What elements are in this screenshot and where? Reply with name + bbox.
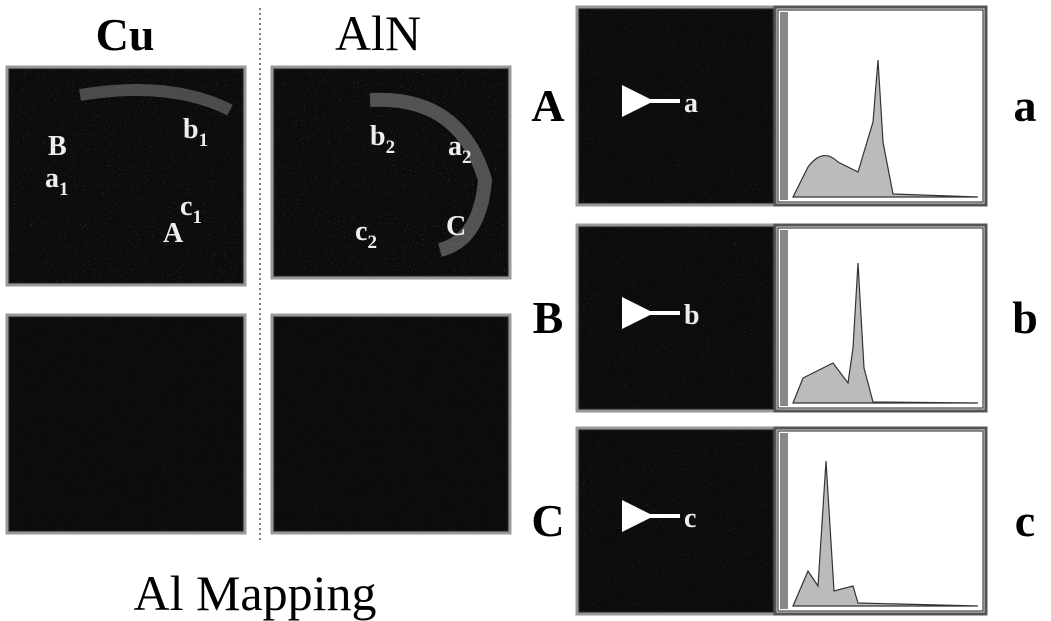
arrow-label: a xyxy=(684,88,698,119)
spectrum-label: a xyxy=(1014,80,1037,131)
label-subscript: 2 xyxy=(462,147,472,168)
label-letter: B xyxy=(48,131,67,162)
label-letter: c xyxy=(355,216,367,247)
row-label: A xyxy=(531,80,564,131)
label-letter: b xyxy=(183,114,199,145)
label-letter: b xyxy=(370,121,386,152)
label-letter: a xyxy=(448,131,462,162)
spectrum-edge xyxy=(780,12,788,200)
arrow-label: b xyxy=(684,300,700,331)
texture xyxy=(580,431,772,611)
label-subscript: 1 xyxy=(199,130,209,151)
label: C xyxy=(446,211,466,242)
row-label: C xyxy=(531,495,564,546)
label-subscript: 2 xyxy=(367,232,377,253)
texture xyxy=(10,318,242,530)
label-subscript: 1 xyxy=(59,179,69,200)
texture xyxy=(275,318,507,530)
column-title: AlN xyxy=(335,5,421,61)
spectrum-label: c xyxy=(1015,495,1035,546)
row-label: B xyxy=(533,292,564,343)
label-letter: A xyxy=(163,218,184,249)
label: B xyxy=(48,131,67,162)
label: A xyxy=(163,218,184,249)
spectrum-edge xyxy=(780,433,788,609)
texture xyxy=(580,228,772,408)
texture xyxy=(580,10,772,202)
label-letter: C xyxy=(446,211,466,242)
label-subscript: 2 xyxy=(386,137,396,158)
caption: Al Mapping xyxy=(133,565,376,621)
spectrum-label: b xyxy=(1012,292,1038,343)
arrow-label: c xyxy=(684,503,696,534)
label-letter: a xyxy=(45,163,59,194)
spectrum-edge xyxy=(780,230,788,406)
column-title: Cu xyxy=(96,9,155,60)
label-subscript: 1 xyxy=(192,207,202,228)
figure: Cu AlN Al Mapping Ba1b1c1Ab2a2c2CaAabBbc… xyxy=(0,0,1051,621)
